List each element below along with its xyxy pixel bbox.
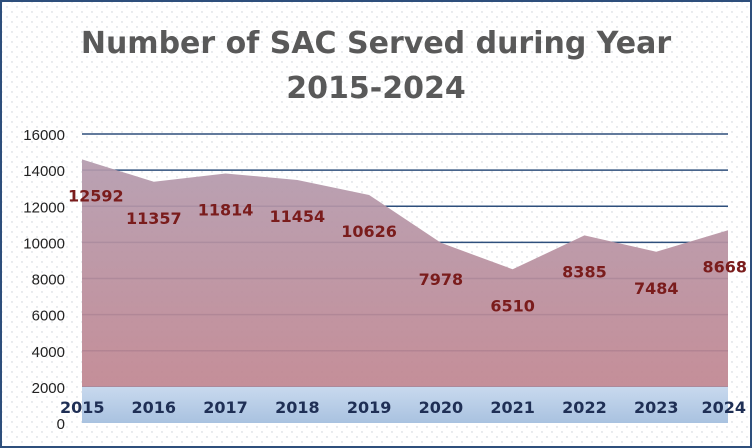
- x-tick-label-2018: 2018: [275, 398, 320, 417]
- x-tick-label-2023: 2023: [634, 398, 679, 417]
- data-label-2024: 8668: [702, 257, 747, 276]
- x-tick-label-2024: 2024: [701, 398, 746, 417]
- y-tick-label-14000: 14000: [23, 163, 65, 180]
- y-tick-label-4000: 4000: [32, 344, 65, 361]
- y-tick-label-16000: 16000: [23, 127, 65, 144]
- chart-title-line-2: 2015-2024: [286, 71, 465, 106]
- x-tick-label-2021: 2021: [490, 398, 535, 417]
- baseline-band-rect: [82, 386, 728, 423]
- data-label-2018: 11454: [269, 207, 325, 226]
- y-tick-label-10000: 10000: [23, 235, 65, 252]
- data-label-2017: 11814: [198, 201, 254, 220]
- data-label-2021: 6510: [490, 296, 535, 315]
- data-label-2016: 11357: [126, 209, 182, 228]
- data-label-2022: 8385: [562, 263, 607, 282]
- data-label-2020: 7978: [419, 270, 464, 289]
- area-series: [82, 159, 728, 387]
- x-tick-label-2019: 2019: [347, 398, 392, 417]
- data-label-2015: 12592: [68, 187, 124, 206]
- x-tick-label-2020: 2020: [419, 398, 464, 417]
- area-shape: [82, 159, 728, 387]
- data-label-2019: 10626: [341, 222, 397, 241]
- data-label-2023: 7484: [634, 279, 679, 298]
- chart-title-line-1: Number of SAC Served during Year: [81, 26, 671, 61]
- y-tick-label-8000: 8000: [32, 272, 65, 289]
- y-tick-label-6000: 6000: [32, 308, 65, 325]
- x-tick-label-2015: 2015: [60, 398, 105, 417]
- y-tick-label-12000: 12000: [23, 199, 65, 216]
- y-axis-ticks: 0 2000 4000 6000 8000 10000 12000 14000 16000: [23, 127, 65, 433]
- x-tick-label-2017: 2017: [203, 398, 248, 417]
- x-axis-ticks: 2015 2016 2017 2018 2019 2020 2021 2022 2023 2024: [60, 398, 746, 417]
- x-tick-label-2022: 2022: [562, 398, 607, 417]
- baseline-band: [82, 386, 728, 423]
- y-tick-label-0: 0: [57, 416, 65, 433]
- y-tick-label-2000: 2000: [32, 380, 65, 397]
- x-tick-label-2016: 2016: [132, 398, 177, 417]
